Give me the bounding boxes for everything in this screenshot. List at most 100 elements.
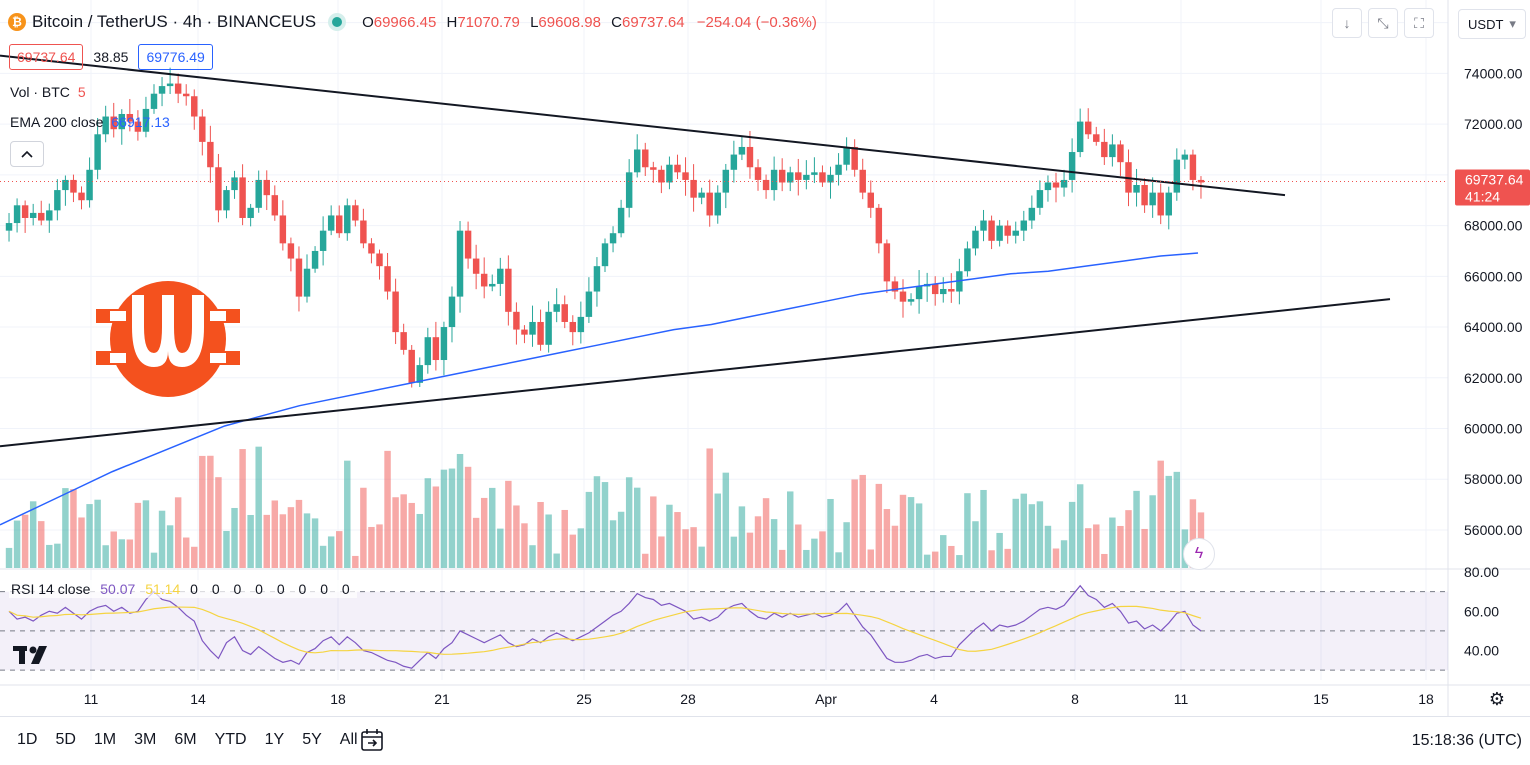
time-tick-label: 11 <box>1174 691 1189 707</box>
range-button-1y[interactable]: 1Y <box>264 731 285 748</box>
volume-bar <box>940 535 947 568</box>
range-button-5d[interactable]: 5D <box>55 731 76 748</box>
volume-bar <box>295 499 303 568</box>
volume-bar <box>617 511 625 568</box>
lightning-icon[interactable]: ϟ <box>1183 538 1215 570</box>
candle-body <box>787 172 794 183</box>
volume-bar <box>489 487 496 568</box>
volume-bar <box>150 552 158 568</box>
volume-bar <box>521 523 528 568</box>
volume-bar <box>778 549 786 568</box>
candle-body <box>972 230 979 249</box>
range-button-3m[interactable]: 3M <box>134 731 157 748</box>
candle-body <box>1084 121 1092 135</box>
volume-bar <box>440 469 448 568</box>
candle-body <box>86 169 93 201</box>
volume-bar <box>86 504 93 568</box>
volume-bar <box>593 476 601 568</box>
candle-body <box>650 167 657 170</box>
volume-bar <box>21 514 29 568</box>
candle-body <box>859 169 866 193</box>
range-button-all[interactable]: All <box>339 731 358 748</box>
volume-bar <box>1125 510 1132 568</box>
volume-bar <box>29 501 37 568</box>
range-button-ytd[interactable]: YTD <box>214 731 247 748</box>
volume-bar <box>577 528 585 568</box>
volume-bar <box>561 509 568 568</box>
ema-legend[interactable]: EMA 200 close 66917.13 <box>10 114 170 130</box>
candle-body <box>464 230 472 259</box>
volume-bar <box>553 553 560 568</box>
currency-selector[interactable]: USDT ▾ <box>1458 9 1526 39</box>
volume-bar <box>1149 495 1156 568</box>
candle-body <box>1173 159 1181 193</box>
candle-body <box>408 349 415 383</box>
settings-gear-icon[interactable]: ⚙ <box>1488 688 1506 709</box>
candle-body <box>1117 144 1124 163</box>
volume-legend[interactable]: Vol · BTC 5 <box>10 84 86 100</box>
volume-bar <box>698 546 705 568</box>
volume-bar <box>134 502 142 568</box>
volume-bar <box>327 536 335 568</box>
candle-body <box>1181 154 1189 160</box>
price-tick-label: 74000.00 <box>1464 65 1523 81</box>
candle-body <box>38 212 45 221</box>
candle-body <box>215 167 222 211</box>
volume-bar <box>738 506 746 568</box>
last-price-label-bg <box>1455 169 1530 206</box>
collapse-arrows-icon[interactable]: ⤡ <box>1368 8 1398 38</box>
volume-bar <box>770 519 778 568</box>
candle-body <box>513 311 520 330</box>
buy-price-button[interactable]: 69776.49 <box>138 44 213 70</box>
candle-body <box>497 268 504 284</box>
time-tick-label: 4 <box>930 691 938 707</box>
candle-body <box>1133 185 1140 193</box>
download-arrow-icon[interactable]: ↓ <box>1332 8 1362 38</box>
range-button-6m[interactable]: 6M <box>174 731 197 748</box>
sell-price-button[interactable]: 69737.64 <box>9 44 84 70</box>
candle-body <box>1052 182 1060 188</box>
candle-body <box>400 332 407 350</box>
candle-body <box>327 215 335 231</box>
volume-bar <box>690 527 697 568</box>
volume-bar <box>174 497 182 568</box>
candle-body <box>182 93 190 97</box>
volume-bar <box>311 518 319 568</box>
candle-body <box>666 164 673 183</box>
chevron-up-icon <box>21 150 33 158</box>
candle-body <box>891 281 899 292</box>
volume-bar <box>271 500 279 568</box>
volume-bar <box>319 545 327 568</box>
candle-body <box>980 220 987 231</box>
trading-chart[interactable]: 76000.0074000.0072000.0070000.0068000.00… <box>0 0 1530 716</box>
candle-body <box>191 96 198 117</box>
candle-body <box>1189 154 1197 180</box>
collapse-legend-button[interactable] <box>10 141 44 167</box>
candle-body <box>78 192 85 201</box>
volume-bar <box>70 489 77 568</box>
candle-body <box>1044 182 1052 191</box>
symbol-title[interactable]: Bitcoin / TetherUS · 4h · BINANCEUS <box>32 12 317 31</box>
trendline-upper <box>0 54 1286 197</box>
fullscreen-icon[interactable]: ⛶ <box>1404 8 1434 38</box>
candle-body <box>255 179 262 208</box>
volume-bar <box>1173 471 1181 568</box>
rsi-legend[interactable]: RSI 14 close 50.07 51.14 0 0 0 0 0 0 0 0 <box>9 580 357 598</box>
date-range-calendar-icon[interactable] <box>360 727 386 753</box>
candle-body <box>448 296 456 328</box>
market-open-icon <box>332 17 343 27</box>
volume-bar <box>827 498 834 568</box>
candle-body <box>1149 192 1156 206</box>
volume-bar <box>497 528 504 568</box>
volume-bar <box>1189 499 1197 568</box>
candle-body <box>271 195 279 216</box>
volume-bar <box>1093 524 1100 568</box>
symbol-header[interactable]: ₿ Bitcoin / TetherUS · 4h · BINANCEUS O6… <box>8 9 817 35</box>
range-button-1d[interactable]: 1D <box>17 731 38 748</box>
range-button-1m[interactable]: 1M <box>93 731 117 748</box>
volume-bar <box>642 553 649 568</box>
range-button-5y[interactable]: 5Y <box>302 731 322 748</box>
utc-clock[interactable]: 15:18:36 (UTC) <box>1411 732 1522 749</box>
candle-body <box>706 192 713 216</box>
candle-body <box>948 289 955 292</box>
